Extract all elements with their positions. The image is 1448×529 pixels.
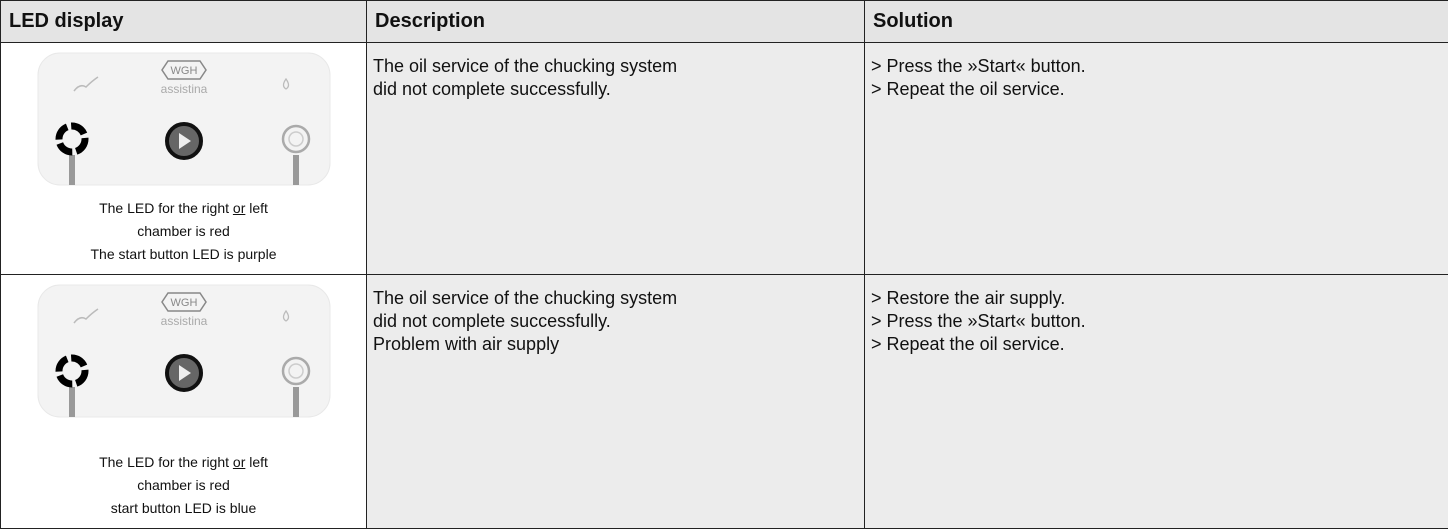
- solution-line: > Repeat the oil service.: [871, 333, 1442, 356]
- solution-cell: > Press the »Start« button.> Repeat the …: [865, 43, 1448, 275]
- caption-part: The LED for the right: [99, 200, 233, 216]
- brand: assistina: [160, 314, 207, 328]
- caption-part: or: [233, 454, 245, 470]
- right-stand: [293, 387, 299, 417]
- caption-line: start button LED is blue: [1, 497, 366, 520]
- description-line: Problem with air supply: [373, 333, 858, 356]
- solution-line: > Press the »Start« button.: [871, 55, 1442, 78]
- caption-part: left: [245, 454, 268, 470]
- table-body: WGH assistina The LED for the right or lef…: [1, 43, 1448, 529]
- solution-line: > Restore the air supply.: [871, 287, 1442, 310]
- description-line: did not complete successfully.: [373, 310, 858, 333]
- solution-line: > Press the »Start« button.: [871, 310, 1442, 333]
- logo: WGH: [170, 65, 197, 77]
- logo: WGH: [170, 297, 197, 309]
- table-row: WGH assistina The LED for the right or lef…: [1, 275, 1448, 529]
- led-display-image: WGH assistina: [36, 283, 332, 423]
- description-line: did not complete successfully.: [373, 78, 858, 101]
- description-line: The oil service of the chucking system: [373, 287, 858, 310]
- header-row: LED display Description Solution: [1, 1, 1448, 43]
- solution-cell: > Restore the air supply.> Press the »St…: [865, 275, 1448, 529]
- left-stand: [69, 387, 75, 417]
- caption-line: chamber is red: [1, 474, 366, 497]
- caption-line: chamber is red: [1, 220, 366, 243]
- description-line: The oil service of the chucking system: [373, 55, 858, 78]
- table-row: WGH assistina The LED for the right or lef…: [1, 43, 1448, 275]
- header-cell: Solution: [865, 1, 1448, 43]
- caption-part: The LED for the right: [99, 454, 233, 470]
- left-stand: [69, 155, 75, 185]
- caption-line: The LED for the right or left: [1, 197, 366, 220]
- led-cell: WGH assistina The LED for the right or lef…: [1, 43, 367, 275]
- header-cell: Description: [367, 1, 865, 43]
- caption-line: The start button LED is purple: [1, 243, 366, 266]
- right-stand: [293, 155, 299, 185]
- caption-part: left: [245, 200, 268, 216]
- caption-part: or: [233, 200, 245, 216]
- solution-line: > Repeat the oil service.: [871, 78, 1442, 101]
- header-cell: LED display: [1, 1, 367, 43]
- caption-line: The LED for the right or left: [1, 451, 366, 474]
- led-cell: WGH assistina The LED for the right or lef…: [1, 275, 367, 529]
- led-display-image: WGH assistina: [36, 51, 332, 191]
- brand: assistina: [160, 82, 207, 96]
